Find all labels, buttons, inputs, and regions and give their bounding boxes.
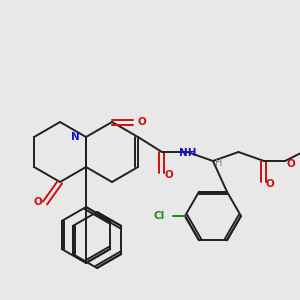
Text: N: N [71, 132, 80, 142]
Text: O: O [33, 197, 42, 207]
Text: NH: NH [179, 148, 196, 158]
Text: O: O [287, 159, 296, 169]
Text: O: O [137, 117, 146, 127]
Text: O: O [165, 170, 174, 180]
Text: Cl: Cl [154, 211, 165, 221]
Text: O: O [266, 179, 275, 189]
Text: H: H [215, 158, 222, 168]
